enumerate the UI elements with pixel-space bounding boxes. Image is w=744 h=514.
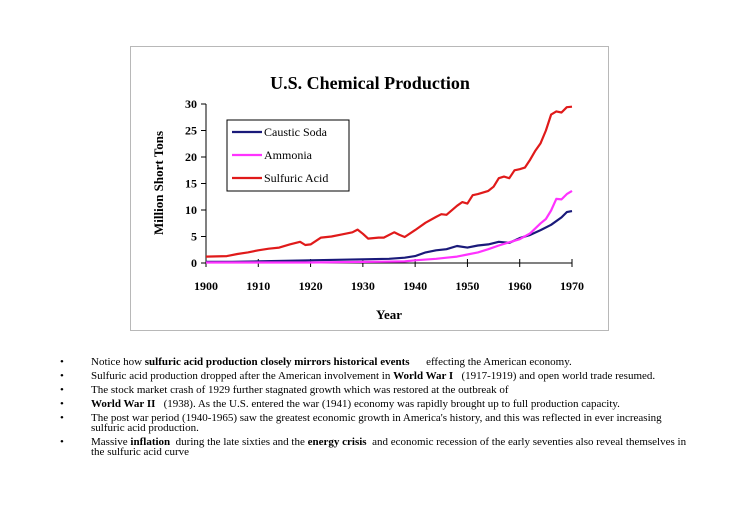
x-tick-label: 1960: [508, 279, 532, 293]
y-tick-label: 20: [185, 150, 197, 164]
y-tick-label: 30: [185, 97, 197, 111]
bullet-marker: •: [60, 398, 64, 410]
axis-ticks: 0 5 10 15 20 25 30 1900 1910 1920 1930 1940 1950 1960…: [185, 97, 584, 293]
note-text: Notice how: [91, 356, 145, 368]
note-text: The post war period (1940-1965) saw the …: [91, 412, 665, 434]
note-text: during the late sixties and the: [170, 436, 308, 448]
note-text: Sulfuric acid production dropped after t…: [91, 370, 394, 382]
y-tick-label: 5: [191, 230, 197, 244]
series-lines: [205, 105, 573, 264]
x-axis-label: Year: [376, 307, 402, 322]
legend-label: Sulfuric Acid: [264, 171, 328, 185]
note-emphasis: energy crisis: [307, 436, 367, 448]
bullet-marker: •: [60, 384, 64, 396]
y-tick-label: 10: [185, 203, 197, 217]
x-tick-label: 1930: [351, 279, 375, 293]
note-emphasis: World War I: [393, 370, 454, 382]
note-item: • The stock market crash of 1929 further …: [60, 384, 690, 396]
legend-label: Ammonia: [264, 148, 313, 162]
note-text: and economic recession of the early seve…: [91, 436, 689, 458]
series-line-2: [205, 105, 573, 258]
bullet-marker: •: [60, 412, 64, 424]
note-item: • Notice how sulfuric acid production clo…: [60, 356, 690, 368]
note-text: Massive: [91, 436, 131, 448]
x-tick-label: 1940: [403, 279, 427, 293]
series-line-0: [206, 210, 573, 263]
y-axis-label: Million Short Tons: [151, 131, 166, 235]
legend-label: Caustic Soda: [264, 125, 328, 139]
y-tick-label: 0: [191, 256, 197, 270]
y-tick-label: 15: [185, 177, 197, 191]
note-emphasis: inflation: [130, 436, 171, 448]
note-item: • The post war period (1940-1965) saw the…: [60, 412, 690, 434]
note-emphasis: sulfuric acid production closely mirrors…: [144, 356, 410, 368]
x-tick-label: 1910: [246, 279, 270, 293]
note-text: effecting the American economy.: [409, 356, 572, 368]
x-tick-label: 1950: [455, 279, 479, 293]
chart-frame: U.S. Chemical Production Million Short T…: [130, 46, 609, 331]
note-item: • Sulfuric acid production dropped after …: [60, 370, 690, 382]
x-tick-label: 1900: [194, 279, 218, 293]
bullet-marker: •: [60, 356, 64, 368]
y-tick-label: 25: [185, 124, 197, 138]
bullet-marker: •: [60, 436, 64, 448]
chart-title: U.S. Chemical Production: [270, 73, 470, 93]
series-line-1: [206, 189, 573, 264]
note-emphasis: World War II: [91, 398, 156, 410]
notes-list: • Notice how sulfuric acid production clo…: [60, 357, 690, 461]
note-text: The stock market crash of 1929 further s…: [91, 384, 509, 396]
x-tick-label: 1920: [299, 279, 323, 293]
legend: Caustic Soda Ammonia Sulfuric Acid: [226, 119, 350, 192]
note-item: • Massive inflation during the late sixti…: [60, 436, 690, 458]
note-text: (1917-1919) and open world trade resumed…: [453, 370, 656, 382]
x-tick-label: 1970: [560, 279, 584, 293]
line-chart: U.S. Chemical Production Million Short T…: [151, 73, 584, 322]
note-item: • World War II (1938). As the U.S. entere…: [60, 398, 690, 410]
bullet-marker: •: [60, 370, 64, 382]
note-text: (1938). As the U.S. entered the war (194…: [155, 398, 620, 410]
